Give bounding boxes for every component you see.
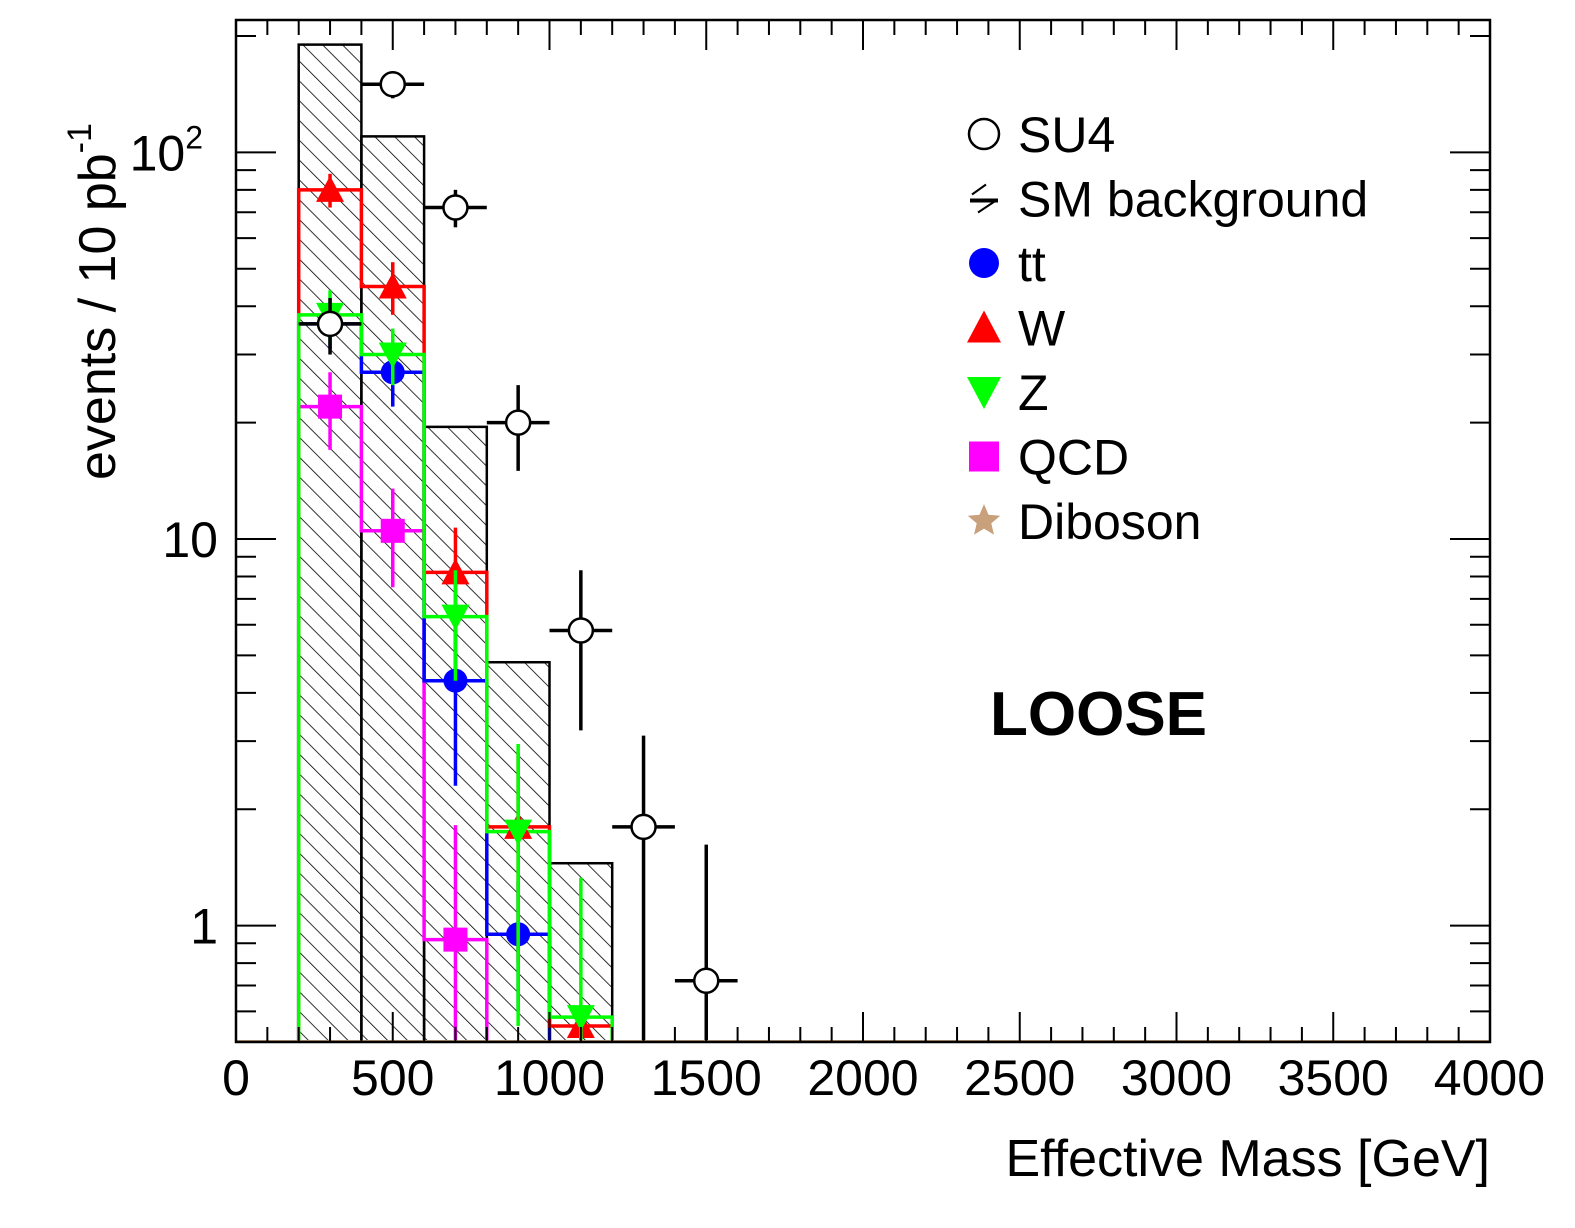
legend-label-qcd: QCD: [1018, 430, 1129, 486]
qcd-point: [443, 927, 468, 952]
legend-label-w: W: [1018, 301, 1066, 357]
x-tick-label: 3000: [1121, 1050, 1232, 1106]
x-tick-label: 2000: [807, 1050, 918, 1106]
legend-item-tt: tt: [969, 236, 1046, 292]
legend-label-su4: SU4: [1018, 107, 1115, 163]
legend-item-qcd: QCD: [969, 430, 1129, 486]
y-tick-label: 1: [190, 899, 218, 955]
z-point: [378, 342, 407, 369]
x-axis-title: Effective Mass [GeV]: [1005, 1130, 1490, 1188]
qcd-point: [318, 394, 343, 419]
su4-point: [316, 310, 344, 338]
z-point: [504, 819, 533, 846]
legend-label-z: Z: [1018, 365, 1049, 421]
legend-item-w: W: [967, 301, 1066, 357]
selection-annotation: LOOSE: [990, 680, 1207, 749]
x-tick-label: 4000: [1434, 1050, 1545, 1106]
y-axis-title-main: events / 10 pb: [69, 153, 127, 480]
z-point: [441, 604, 470, 631]
svg-text:events / 10 pb-1: events / 10 pb-1: [61, 123, 127, 480]
x-tick-label: 1500: [651, 1050, 762, 1106]
su4-point: [567, 617, 595, 644]
y-axis-title-exponent: -1: [61, 123, 99, 153]
x-tick-label: 1000: [494, 1050, 605, 1106]
su4-point: [693, 967, 720, 995]
su4-point: [504, 409, 532, 436]
x-tick-label: 0: [222, 1050, 250, 1106]
w-point: [316, 175, 345, 202]
legend-marker-z: [967, 377, 1001, 409]
legend-marker-su4: [967, 117, 1001, 151]
qcd-point: [380, 518, 405, 543]
plot-area: [236, 43, 1490, 1042]
legend-item-z: Z: [967, 365, 1049, 421]
x-tick-label: 2500: [964, 1050, 1075, 1106]
su4-point: [630, 813, 657, 841]
legend-label-tt: tt: [1018, 236, 1046, 292]
legend-item-diboson: Diboson: [967, 494, 1201, 550]
legend-marker-qcd: [969, 441, 999, 472]
legend-marker-diboson: [967, 504, 1001, 535]
su4-point: [379, 71, 406, 98]
y-axis: 1 10 102: [130, 35, 1490, 1043]
x-axis: 0 500 1000 1500 2000 2500 3000 3500 4000: [222, 20, 1545, 1106]
legend-item-su4: SU4: [967, 107, 1115, 163]
su4-point: [442, 194, 469, 221]
sm-background-bar: [297, 43, 363, 1042]
legend-marker-tt: [969, 248, 999, 278]
z-point: [566, 1005, 595, 1032]
legend-item-sm-background: SM background: [970, 172, 1368, 228]
legend-marker-w: [967, 310, 1001, 343]
y-axis-title: events / 10 pb-1: [61, 123, 127, 480]
w-point: [378, 272, 407, 299]
x-tick-label: 3500: [1278, 1050, 1389, 1106]
legend-label-sm-background: SM background: [1018, 172, 1368, 228]
legend-label-diboson: Diboson: [1018, 494, 1201, 550]
x-tick-label: 500: [351, 1050, 434, 1106]
legend-marker-sm-background: [970, 183, 998, 214]
legend: SU4 SM background tt WZ QCD Diboson: [967, 107, 1368, 550]
y-tick-label: 102: [130, 119, 203, 181]
y-tick-label: 10: [162, 512, 218, 568]
